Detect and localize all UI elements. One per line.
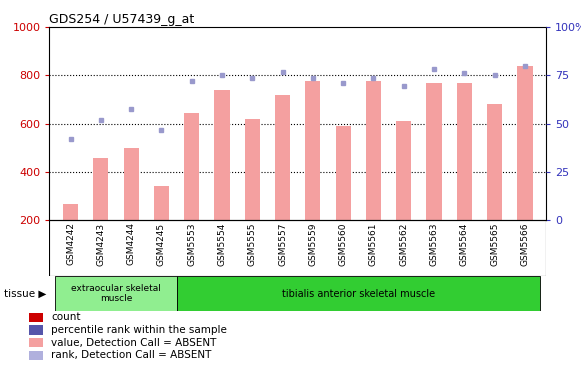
- Text: GSM5566: GSM5566: [521, 223, 529, 266]
- Text: GSM5564: GSM5564: [460, 223, 469, 266]
- Text: value, Detection Call = ABSENT: value, Detection Call = ABSENT: [52, 338, 217, 348]
- Text: GSM5554: GSM5554: [217, 223, 227, 266]
- Text: GSM5553: GSM5553: [187, 223, 196, 266]
- Bar: [28, 351, 43, 360]
- Bar: [63, 204, 78, 220]
- Bar: [396, 121, 411, 220]
- Bar: [336, 126, 351, 220]
- Bar: [28, 338, 43, 347]
- Bar: [245, 119, 260, 220]
- Text: GSM5559: GSM5559: [309, 223, 317, 266]
- Text: tissue ▶: tissue ▶: [4, 289, 46, 299]
- Bar: [306, 82, 321, 220]
- Text: extraocular skeletal
muscle: extraocular skeletal muscle: [71, 284, 161, 303]
- Text: GDS254 / U57439_g_at: GDS254 / U57439_g_at: [49, 13, 195, 26]
- Text: rank, Detection Call = ABSENT: rank, Detection Call = ABSENT: [52, 350, 212, 361]
- Bar: [275, 95, 290, 220]
- Text: percentile rank within the sample: percentile rank within the sample: [52, 325, 227, 335]
- Text: GSM5555: GSM5555: [248, 223, 257, 266]
- Text: GSM4243: GSM4243: [96, 223, 105, 266]
- Bar: [28, 325, 43, 335]
- Text: GSM5560: GSM5560: [339, 223, 347, 266]
- Bar: [366, 82, 381, 220]
- Bar: [55, 276, 177, 311]
- Text: GSM5565: GSM5565: [490, 223, 499, 266]
- Text: GSM5562: GSM5562: [399, 223, 408, 266]
- Text: GSM4244: GSM4244: [127, 223, 136, 265]
- Bar: [487, 104, 502, 220]
- Bar: [214, 90, 229, 220]
- Text: GSM5563: GSM5563: [429, 223, 439, 266]
- Text: GSM4242: GSM4242: [66, 223, 75, 265]
- Bar: [184, 113, 199, 220]
- Bar: [457, 83, 472, 220]
- Bar: [124, 147, 139, 220]
- Text: GSM5557: GSM5557: [278, 223, 287, 266]
- Bar: [154, 186, 169, 220]
- Text: tibialis anterior skeletal muscle: tibialis anterior skeletal muscle: [282, 289, 435, 299]
- Bar: [177, 276, 540, 311]
- Text: GSM4245: GSM4245: [157, 223, 166, 266]
- Text: GSM5561: GSM5561: [369, 223, 378, 266]
- Bar: [426, 83, 442, 220]
- Text: count: count: [52, 312, 81, 322]
- Bar: [94, 158, 109, 220]
- Bar: [517, 66, 533, 220]
- Bar: [28, 313, 43, 322]
